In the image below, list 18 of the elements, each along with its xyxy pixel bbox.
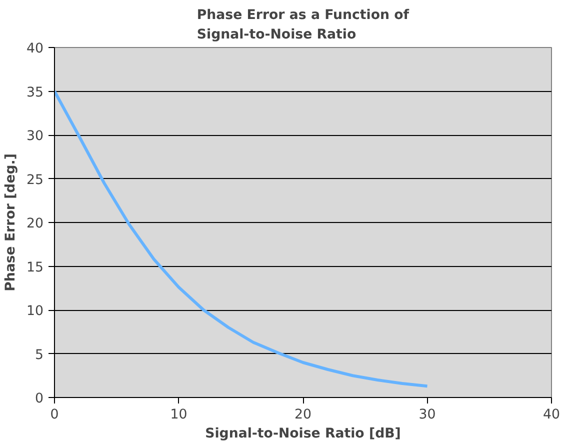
y-tick-label: 35 xyxy=(26,85,44,100)
y-tick-label: 20 xyxy=(26,216,44,232)
y-tick-label: 25 xyxy=(26,172,44,188)
y-axis-title: Phase Error [deg.] xyxy=(4,154,19,292)
x-tick-label: 10 xyxy=(170,408,188,422)
x-tick-label: 40 xyxy=(543,408,560,422)
y-tick-label: 0 xyxy=(35,392,44,406)
x-axis-title: Signal-to-Noise Ratio [dB] xyxy=(205,426,401,442)
line-series xyxy=(54,90,429,388)
y-tick-label: 40 xyxy=(26,42,44,56)
x-tick-label: 30 xyxy=(418,408,436,422)
y-tick-label: 30 xyxy=(26,129,44,144)
y-tick-label: 5 xyxy=(35,348,44,363)
chart-title: Phase Error as a Function of Signal-to-Noise Ratio xyxy=(196,8,410,42)
y-tick-label: 15 xyxy=(26,260,44,276)
x-tick-label: 20 xyxy=(294,408,312,422)
x-tick-label: 0 xyxy=(50,408,59,422)
y-tick-label: 10 xyxy=(26,304,44,319)
